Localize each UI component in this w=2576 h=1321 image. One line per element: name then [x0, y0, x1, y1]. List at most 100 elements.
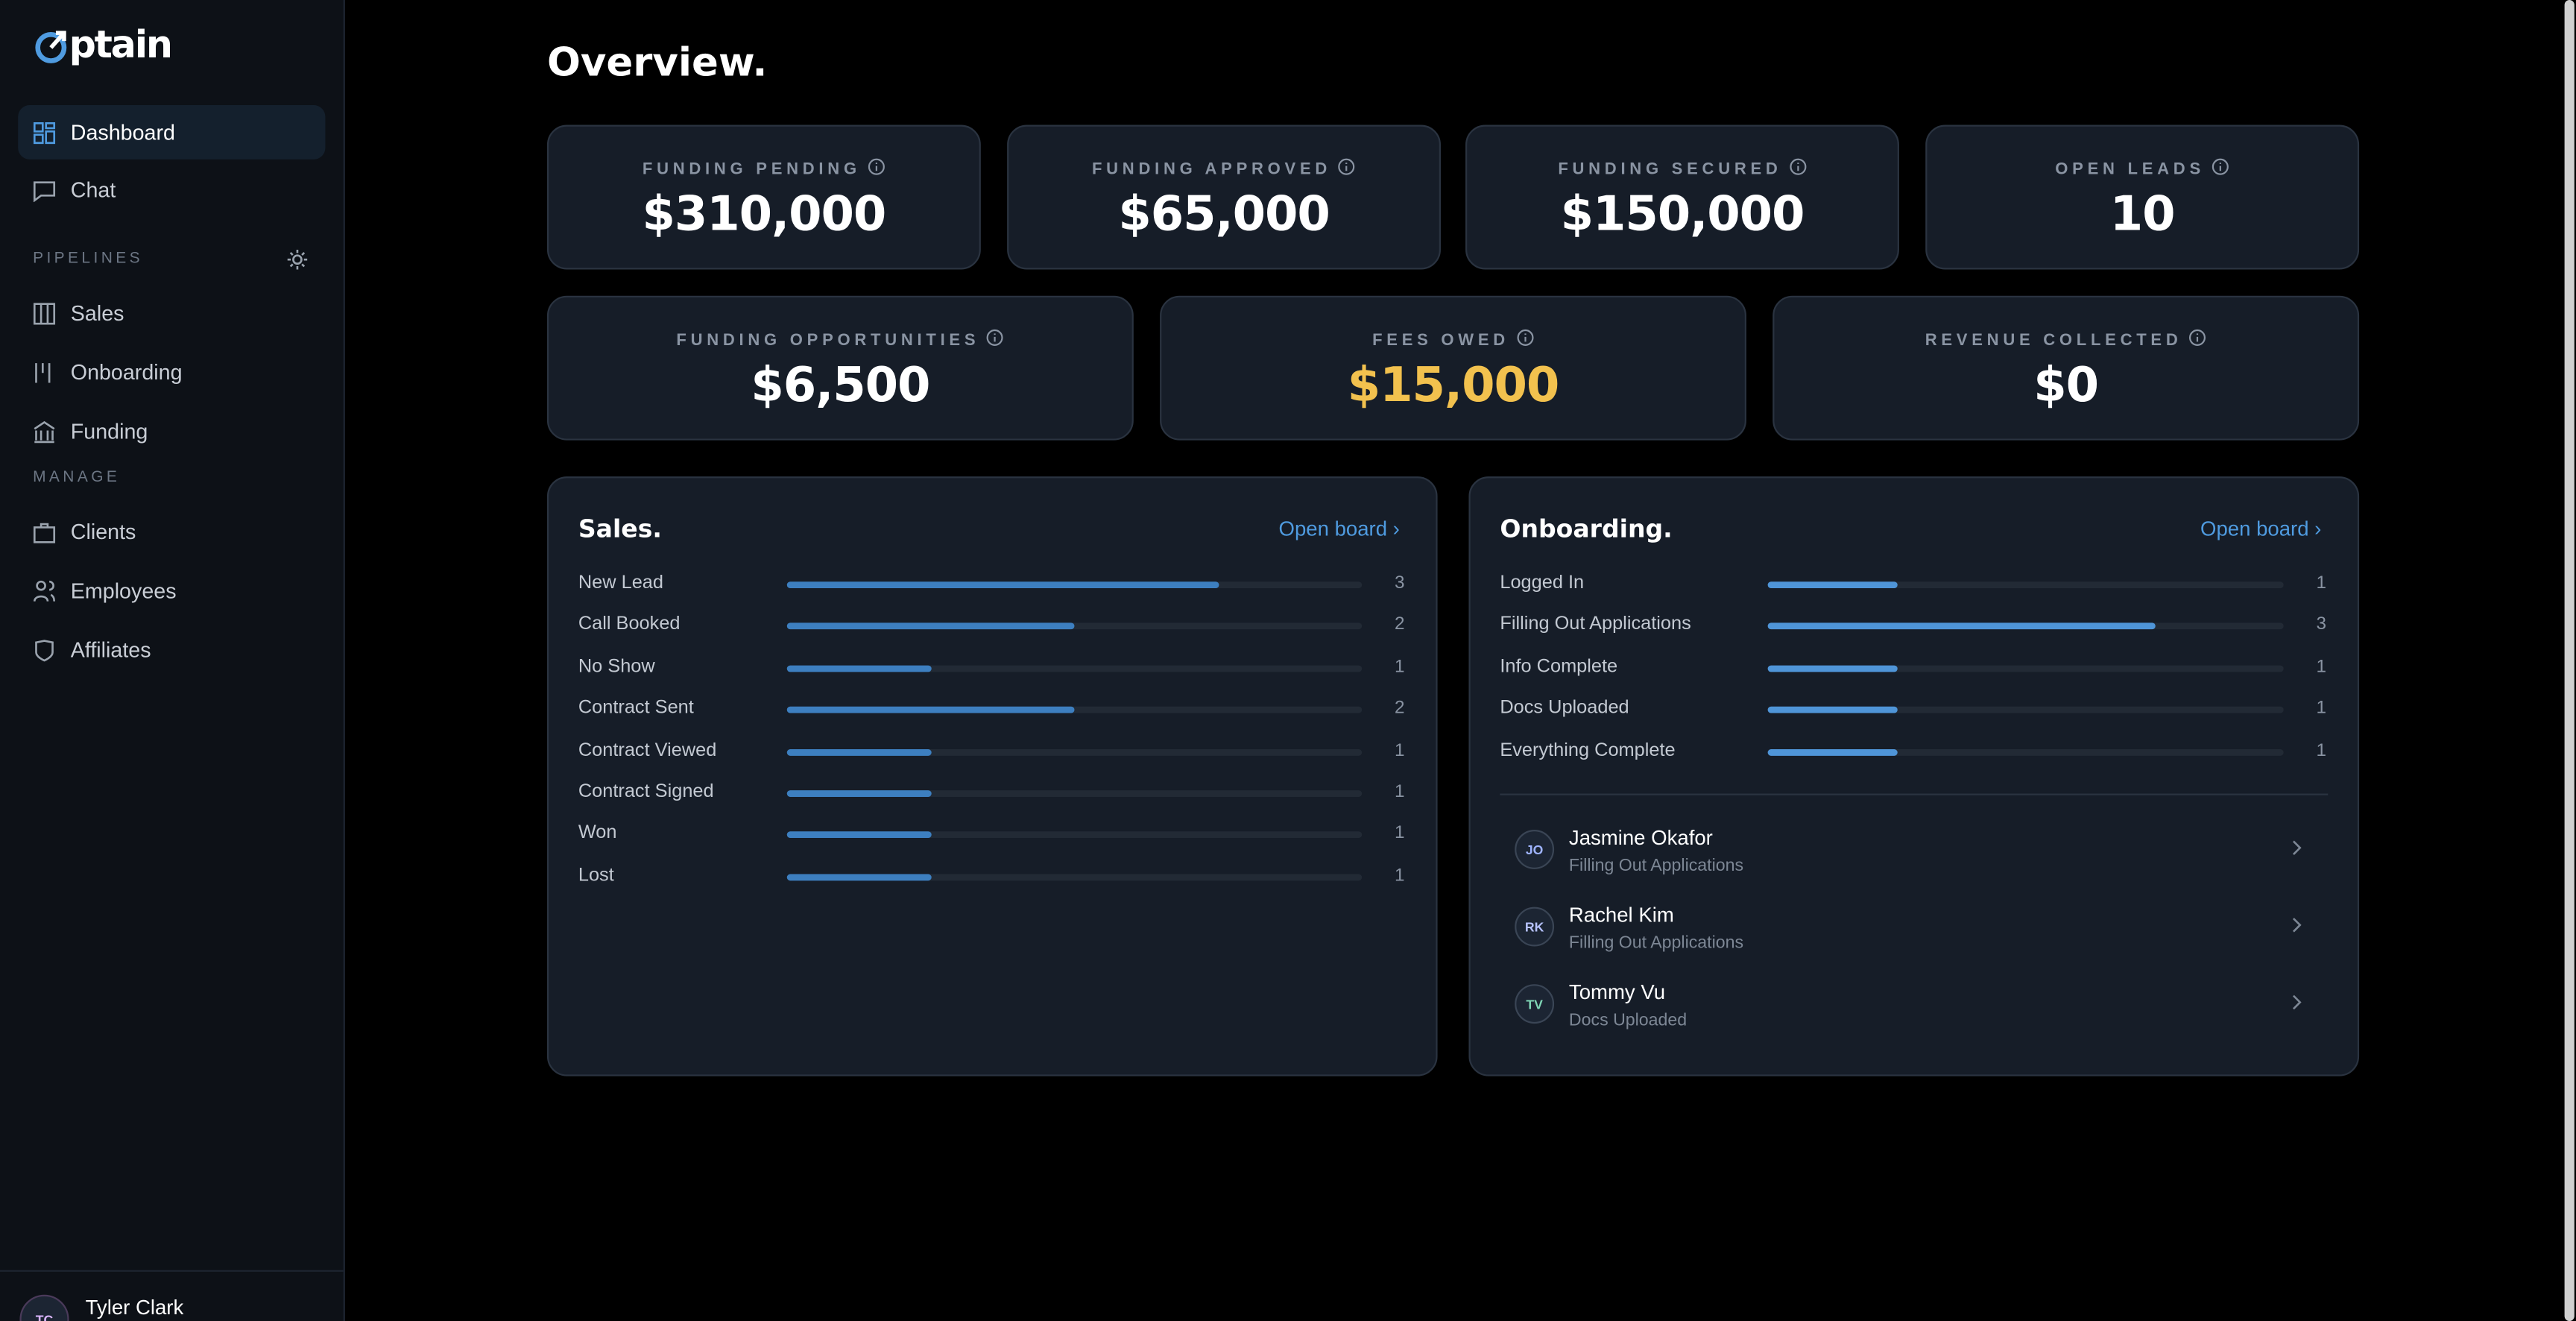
bar-track — [1767, 581, 2284, 589]
sidebar: ptain Dashboard Chat PIPELINES Sales Onboard… — [0, 0, 345, 1321]
nav-item[interactable]: Sales — [18, 286, 325, 340]
stat-card: REVENUE COLLECTED $0 — [1772, 295, 2360, 441]
stage-name: New Lead — [578, 573, 664, 593]
bar-track — [786, 665, 1363, 672]
nav-item[interactable]: Clients — [18, 505, 325, 559]
stage-count: 1 — [2316, 740, 2327, 760]
logo-icon — [35, 31, 67, 63]
stage-name: Won — [578, 824, 617, 844]
bar-track — [1767, 707, 2284, 713]
logo: ptain — [33, 25, 173, 68]
stage-name: Contract Signed — [578, 782, 714, 802]
nav-item[interactable]: Onboarding — [18, 345, 325, 400]
user-avatar: TC — [19, 1294, 69, 1321]
info-icon[interactable] — [986, 329, 1004, 347]
logo-text: ptain — [69, 25, 173, 68]
open-board-link[interactable]: Open board › — [2200, 517, 2322, 541]
onboarding-panel: Onboarding. Open board › Logged In 1 Filling… — [1468, 476, 2360, 1076]
icon — [33, 579, 56, 601]
info-icon[interactable] — [868, 158, 886, 176]
stage-name: Lost — [578, 866, 614, 886]
stat-card: FUNDING OPPORTUNITIES $6,500 — [546, 295, 1134, 441]
bar-track — [1767, 748, 2284, 755]
nav-item[interactable]: Employees — [18, 564, 325, 618]
bar-track — [786, 790, 1363, 797]
chevron — [2285, 836, 2308, 868]
bar — [786, 581, 1219, 589]
info-icon[interactable] — [1338, 158, 1356, 176]
stat-value: $65,000 — [1118, 186, 1330, 242]
stage-count: 1 — [2316, 573, 2327, 593]
nav-label: Dashboard — [70, 119, 175, 145]
stage-count: 2 — [1395, 699, 1405, 719]
nav-item[interactable]: Funding — [18, 404, 325, 458]
nav-item[interactable]: Affiliates — [18, 622, 325, 677]
bar-track — [786, 623, 1363, 630]
stage-count: 1 — [1395, 782, 1405, 802]
nav-item[interactable]: Chat — [18, 163, 325, 217]
client-row[interactable]: JO Jasmine Okafor Filling Out Applications — [1500, 823, 2328, 889]
bar — [786, 874, 931, 880]
stat-value: $15,000 — [1347, 356, 1560, 413]
info-icon[interactable] — [2188, 329, 2206, 347]
scrollbar[interactable] — [2564, 0, 2575, 1321]
nav-label: Funding — [70, 419, 148, 444]
icon — [287, 250, 308, 270]
nav-label: Sales — [70, 300, 124, 326]
stage-name: Contract Viewed — [578, 740, 717, 760]
bar — [1767, 665, 1897, 672]
stage-name: Logged In — [1500, 573, 1585, 593]
client-avatar: RK — [1515, 907, 1555, 947]
nav-item[interactable]: Dashboard — [18, 105, 326, 160]
stage-count: 3 — [1395, 573, 1405, 593]
open-board-link[interactable]: Open board › — [1278, 517, 1400, 541]
bar — [786, 707, 1075, 713]
icon — [33, 180, 56, 201]
client-row[interactable]: TV Tommy Vu Docs Uploaded — [1500, 977, 2328, 1043]
user-name: Tyler Clark — [85, 1296, 184, 1320]
user-panel[interactable]: TC Tyler Clark — [0, 1270, 344, 1321]
divider — [1500, 793, 2329, 795]
stat-value: $6,500 — [751, 356, 930, 413]
bar-track — [786, 748, 1363, 755]
client-status: Docs Uploaded — [1568, 1010, 1688, 1030]
icon — [35, 639, 54, 661]
client-avatar: TV — [1515, 984, 1555, 1024]
icon — [2292, 994, 2302, 1010]
icon — [2292, 840, 2302, 856]
stat-value: $0 — [2033, 356, 2099, 413]
stage-name: Docs Uploaded — [1500, 699, 1629, 719]
info-icon[interactable] — [2212, 158, 2229, 176]
info-icon[interactable] — [1516, 329, 1534, 347]
stat-label: FEES OWED — [1161, 329, 1744, 350]
icon — [34, 420, 55, 443]
bar-track — [1767, 665, 2284, 672]
stage-count: 1 — [1395, 824, 1405, 844]
client-name: Jasmine Okafor — [1568, 826, 1713, 850]
stat-label: REVENUE COLLECTED — [1774, 329, 2357, 350]
bar — [1767, 748, 1897, 755]
client-name: Tommy Vu — [1568, 980, 1666, 1004]
stat-label: FUNDING OPPORTUNITIES — [549, 329, 1131, 350]
chevron — [2285, 913, 2308, 945]
bar — [786, 832, 931, 839]
info-icon[interactable] — [1788, 158, 1806, 176]
bar — [1767, 707, 1897, 713]
nav-label: Chat — [70, 177, 116, 203]
icon — [33, 522, 56, 543]
stat-label: FUNDING PENDING — [549, 158, 979, 179]
chevron — [2285, 991, 2308, 1022]
bar — [786, 790, 931, 797]
stat-value: $150,000 — [1560, 186, 1805, 242]
settings-button[interactable] — [286, 248, 309, 280]
stat-value: 10 — [2109, 186, 2176, 242]
client-row[interactable]: RK Rachel Kim Filling Out Applications — [1500, 901, 2328, 966]
stage-name: Call Booked — [578, 615, 681, 635]
stage-count: 1 — [2316, 657, 2327, 677]
panel-title: Sales. — [578, 514, 662, 544]
stat-label: FUNDING SECURED — [1467, 158, 1897, 179]
sales-panel: Sales. Open board › New Lead 3 Call Booked 2 N… — [546, 476, 1438, 1076]
bar-track — [786, 581, 1363, 589]
section-title: PIPELINES — [33, 250, 143, 268]
icon — [33, 302, 56, 324]
